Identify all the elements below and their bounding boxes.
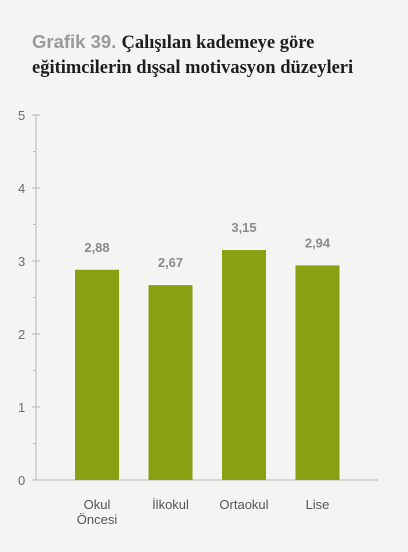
y-tick-label: 1	[18, 400, 25, 415]
chart-title-main: Çalışılan kademeye göre eğitimcilerin dı…	[32, 33, 354, 78]
x-category-label-line: İlkokul	[152, 497, 189, 512]
x-category-label: Ortaokul	[219, 497, 268, 512]
x-category-label-line: Öncesi	[77, 512, 118, 527]
x-category-label-line: Ortaokul	[219, 497, 268, 512]
bar	[75, 269, 119, 480]
bar	[222, 250, 266, 480]
x-category-label: Lise	[306, 497, 330, 512]
chart-title: Grafik 39. Çalışılan kademeye göre eğiti…	[32, 30, 392, 80]
bar-value-label: 2,88	[84, 240, 109, 255]
bar-value-label: 2,94	[305, 235, 331, 250]
x-category-label-line: Okul	[84, 497, 111, 512]
bar-value-label: 2,67	[158, 255, 183, 270]
y-tick-label: 0	[18, 473, 25, 488]
bar	[148, 285, 193, 480]
bar	[295, 265, 340, 480]
y-tick-label: 2	[18, 327, 25, 342]
y-tick-label: 5	[18, 108, 25, 123]
y-tick-label: 4	[18, 181, 25, 196]
x-category-label-line: Lise	[306, 497, 330, 512]
x-category-label: Okul Öncesi	[77, 497, 118, 527]
chart-title-prefix: Grafik 39.	[32, 31, 117, 52]
y-tick-label: 3	[18, 254, 25, 269]
x-category-label: İlkokul	[152, 497, 189, 512]
bar-value-label: 3,15	[231, 220, 256, 235]
